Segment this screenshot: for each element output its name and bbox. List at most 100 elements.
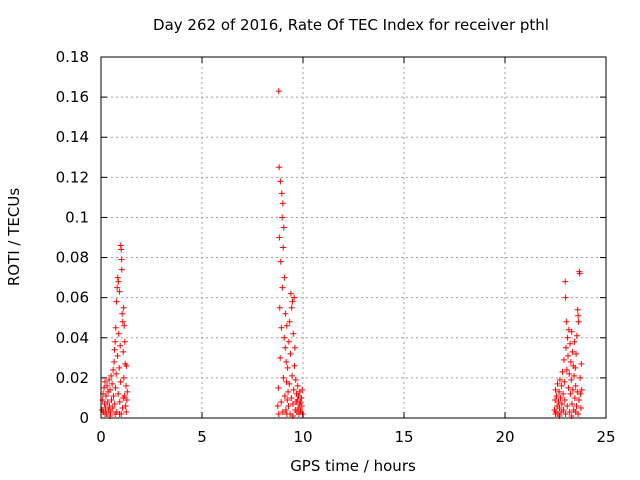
data-point [576, 270, 583, 277]
data-point [564, 334, 571, 341]
grid-lines [101, 57, 606, 418]
data-point [291, 344, 298, 351]
data-point [552, 410, 559, 417]
data-point [567, 390, 574, 397]
data-point [106, 376, 113, 383]
x-tick-label: 15 [394, 428, 413, 446]
data-point [566, 370, 573, 377]
data-point [108, 372, 115, 379]
data-point [110, 392, 117, 399]
data-point [275, 88, 282, 95]
data-point [577, 374, 584, 381]
data-point [290, 386, 297, 393]
data-point [564, 402, 571, 409]
data-point [552, 386, 559, 393]
data-point [108, 396, 115, 403]
y-tick-label: 0.02 [56, 369, 89, 387]
data-point [553, 392, 560, 399]
data-point [103, 392, 110, 399]
data-point [554, 380, 561, 387]
data-point [107, 408, 114, 415]
data-point [572, 408, 579, 415]
data-point [563, 344, 570, 351]
data-point [121, 338, 128, 345]
data-point [289, 400, 296, 407]
data-point [578, 386, 585, 393]
data-point [556, 388, 563, 395]
data-point [556, 376, 563, 383]
data-point [558, 400, 565, 407]
plot-frame [100, 56, 607, 419]
data-point [569, 386, 576, 393]
data-point [278, 398, 285, 405]
data-point [279, 284, 286, 291]
data-point [114, 352, 121, 359]
data-point [282, 344, 289, 351]
data-point [571, 372, 578, 379]
data-point [123, 396, 130, 403]
data-point [562, 410, 569, 417]
data-point [574, 306, 581, 313]
data-point [279, 214, 286, 221]
data-point [552, 396, 559, 403]
x-axis-label: GPS time / hours [290, 457, 416, 475]
data-point [118, 246, 125, 253]
data-point [119, 404, 126, 411]
data-point [111, 346, 118, 353]
data-point [109, 404, 116, 411]
data-point [277, 178, 284, 185]
chart-title: Day 262 of 2016, Rate Of TEC Index for r… [153, 16, 549, 34]
data-point [565, 384, 572, 391]
data-point [118, 410, 125, 417]
data-point [287, 290, 294, 297]
data-point [112, 324, 119, 331]
data-point [118, 266, 125, 273]
data-point [104, 398, 111, 405]
data-point [275, 384, 282, 391]
data-point [569, 348, 576, 355]
data-point [284, 364, 291, 371]
y-tick-label: 0.18 [56, 48, 89, 66]
data-point [278, 324, 285, 331]
data-point [294, 396, 301, 403]
data-point [279, 200, 286, 207]
data-point [123, 408, 130, 415]
data-point [291, 294, 298, 301]
data-point [567, 340, 574, 347]
data-point [115, 278, 122, 285]
data-point [120, 374, 127, 381]
data-point [298, 394, 305, 401]
data-point [572, 382, 579, 389]
data-point [569, 400, 576, 407]
data-point [283, 358, 290, 365]
data-point [574, 388, 581, 395]
data-point [563, 318, 570, 325]
data-point [275, 410, 282, 417]
data-point [285, 402, 292, 409]
data-point [116, 288, 123, 295]
data-point [294, 382, 301, 389]
data-point [121, 322, 128, 329]
y-tick-labels: 0 0.02 0.04 0.06 0.08 0.1 0.12 0.14 0.16 0.18 [56, 48, 89, 427]
data-point [288, 304, 295, 311]
data-point [115, 330, 122, 337]
data-point [567, 358, 574, 365]
data-point [112, 338, 119, 345]
data-point [558, 382, 565, 389]
data-point [109, 380, 116, 387]
data-point [278, 190, 285, 197]
y-tick-label: 0.16 [56, 88, 89, 106]
data-point [102, 410, 109, 417]
data-point [111, 400, 118, 407]
data-point [555, 398, 562, 405]
data-point [123, 362, 130, 369]
data-point [571, 394, 578, 401]
data-point [297, 398, 304, 405]
data-point [274, 402, 281, 409]
data-point [559, 368, 566, 375]
data-point [575, 312, 582, 319]
data-point [102, 404, 109, 411]
data-point [556, 404, 563, 411]
data-point [573, 402, 580, 409]
data-point [561, 378, 568, 385]
